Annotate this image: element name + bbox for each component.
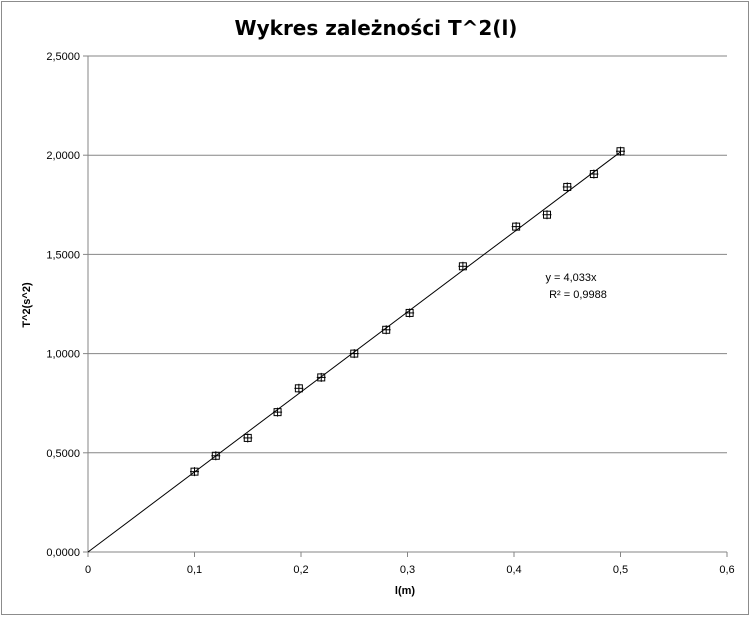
data-point: [589, 169, 599, 179]
x-tick-label: 0,6: [719, 564, 734, 576]
y-tick-label: 1,0000: [46, 349, 80, 361]
y-tick-label: 0,5000: [46, 448, 80, 460]
data-point: [294, 383, 304, 393]
data-point: [405, 308, 415, 318]
trendline-r-squared: R² = 0,9988: [549, 289, 607, 301]
trendline-equation: y = 4,033x: [545, 272, 597, 284]
x-tick-label: 0,5: [613, 564, 628, 576]
x-tick-label: 0,1: [187, 564, 202, 576]
data-point: [316, 372, 326, 382]
data-point: [542, 210, 552, 220]
x-tick-label: 0: [85, 564, 91, 576]
y-tick-label: 2,0000: [46, 150, 80, 162]
y-axis-label: T^2(s^2): [21, 282, 33, 328]
data-point: [243, 433, 253, 443]
tick-labels: 0,0000 0,5000 1,0000 1,5000 2,0000 2,5000 0 0,1…: [46, 51, 734, 576]
data-point: [211, 451, 221, 461]
y-tick-label: 0,0000: [46, 547, 80, 559]
data-point: [190, 467, 199, 477]
data-point: [616, 146, 625, 156]
y-tick-label: 1,5000: [46, 249, 80, 261]
data-points: [190, 146, 625, 477]
chart-title: Wykres zależności T^2(l): [235, 16, 518, 40]
data-point: [349, 349, 359, 359]
data-point: [381, 325, 391, 335]
gridlines: [88, 55, 727, 454]
x-tick-label: 0,4: [506, 564, 521, 576]
y-tick-label: 2,5000: [46, 51, 80, 63]
data-point: [273, 407, 283, 417]
axes: [83, 55, 728, 557]
x-tick-label: 0,3: [400, 564, 415, 576]
x-axis-label: l(m): [395, 585, 416, 597]
data-point: [511, 222, 521, 232]
x-tick-label: 0,2: [293, 564, 308, 576]
data-point: [562, 182, 572, 192]
data-point: [458, 261, 468, 271]
